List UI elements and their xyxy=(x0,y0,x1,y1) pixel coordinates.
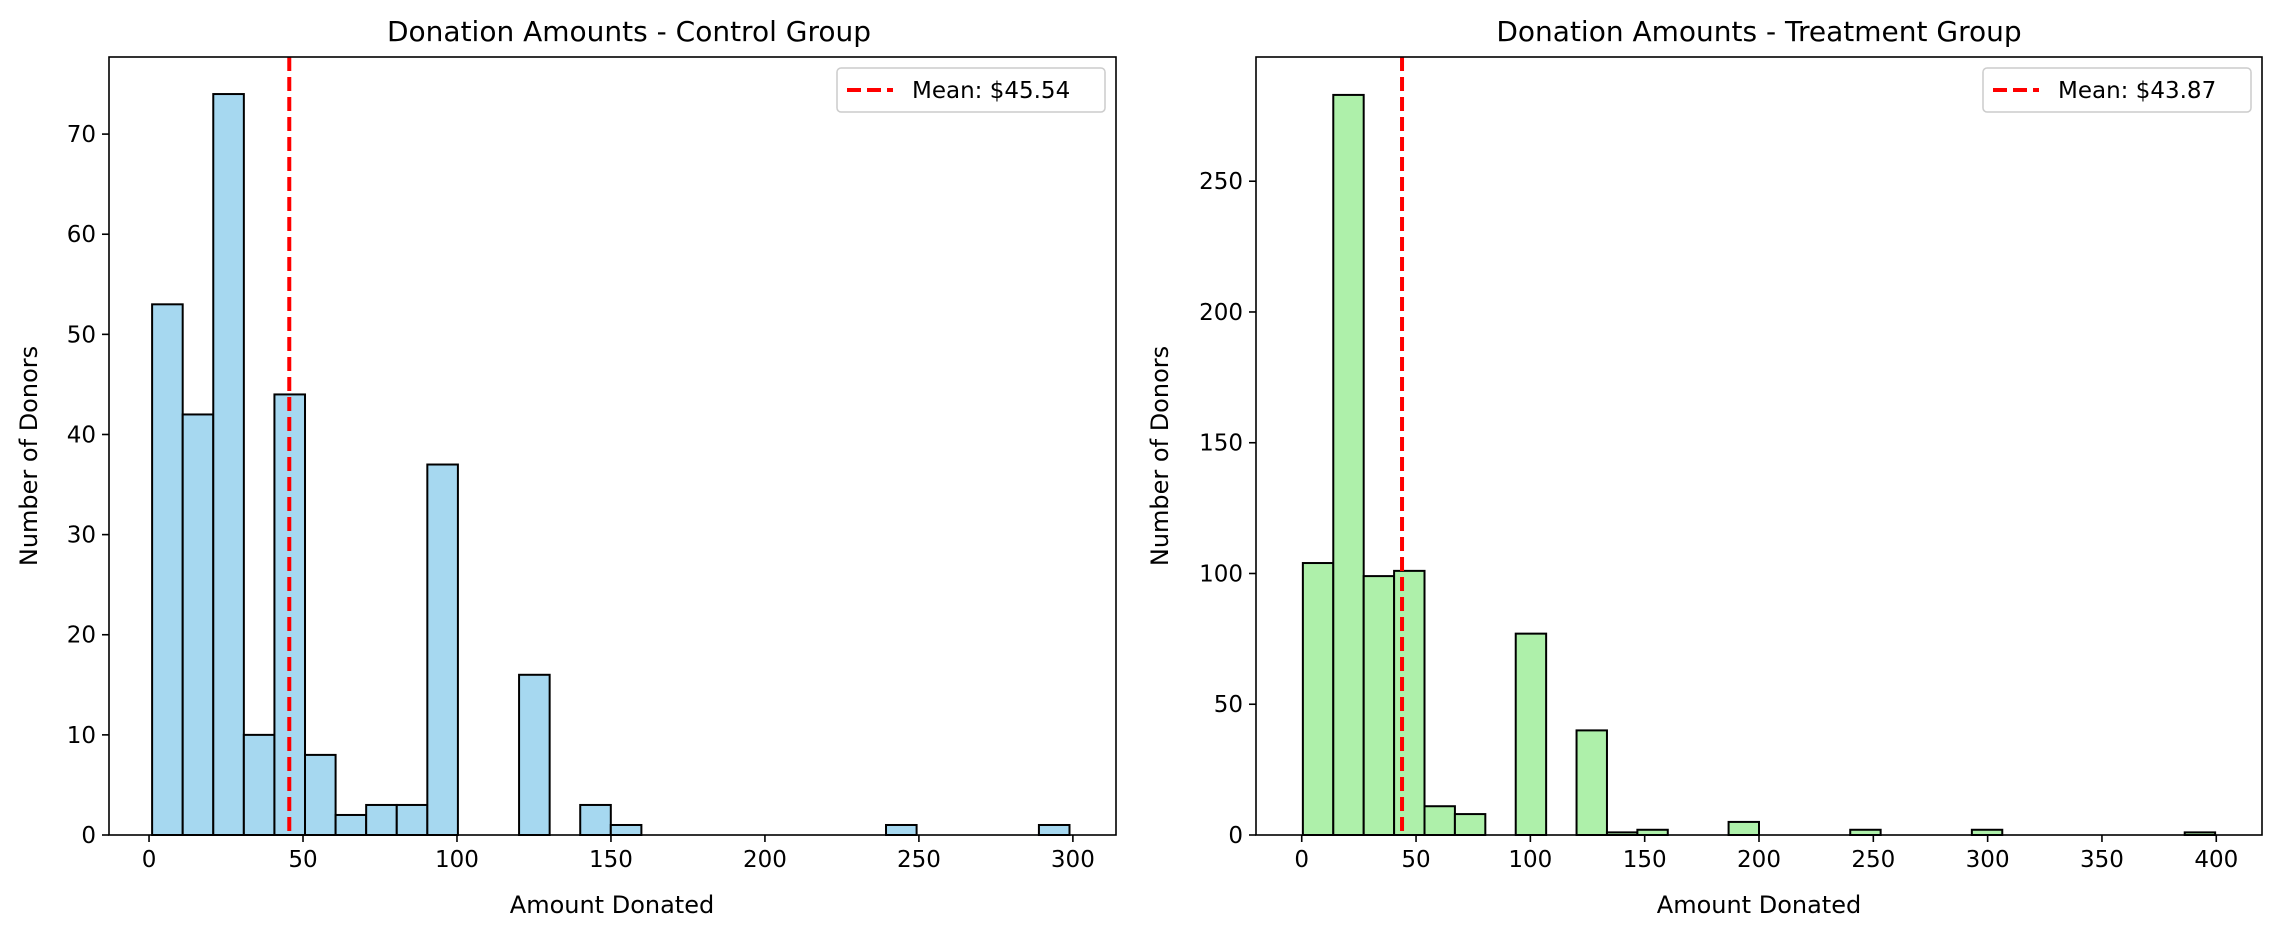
y-tick-label: 20 xyxy=(67,623,96,649)
y-tick-label: 50 xyxy=(67,322,96,348)
y-axis-label: Number of Donors xyxy=(15,346,43,566)
legend: Mean: $45.54 xyxy=(836,67,1106,113)
chart-title: Donation Amounts - Treatment Group xyxy=(1496,15,2021,48)
histogram-bar xyxy=(365,803,398,837)
histogram-bars xyxy=(151,93,1071,837)
y-tick-label: 70 xyxy=(67,122,96,148)
axis-ticks: 0 50 100 150 200 250 300 350 400 0 50 100 150 200 250 xyxy=(1199,169,2238,873)
x-tick-label: 250 xyxy=(1851,847,1895,873)
y-tick-label: 50 xyxy=(1214,692,1243,718)
histogram-bar xyxy=(1301,562,1335,837)
histogram-bar xyxy=(885,823,918,836)
x-axis-label: Amount Donated xyxy=(510,891,714,919)
y-tick-label: 60 xyxy=(67,222,96,248)
x-tick-label: 50 xyxy=(288,847,317,873)
y-tick-label: 200 xyxy=(1199,300,1243,326)
plot-frame xyxy=(1255,56,2263,836)
x-tick-label: 300 xyxy=(1051,847,1095,873)
histogram-bar xyxy=(1727,820,1760,836)
histogram-bar xyxy=(1575,729,1608,837)
x-tick-label: 200 xyxy=(1737,847,1781,873)
histogram-bar xyxy=(242,733,276,836)
histogram-bar xyxy=(1037,823,1071,836)
x-tick-label: 0 xyxy=(1294,847,1309,873)
histogram-bar xyxy=(395,803,429,837)
y-tick-label: 250 xyxy=(1199,169,1243,195)
histogram-bar xyxy=(1332,93,1365,837)
x-tick-label: 400 xyxy=(2194,847,2238,873)
legend-mean-label: Mean: $43.87 xyxy=(2058,78,2216,104)
x-tick-label: 250 xyxy=(897,847,941,873)
histogram-bar xyxy=(579,803,612,837)
treatment-group-chart: Donation Amounts - Treatment Group Amoun… xyxy=(1146,15,2263,919)
histogram-bar xyxy=(1514,632,1548,837)
histogram-bar xyxy=(1453,813,1487,837)
x-tick-label: 150 xyxy=(1623,847,1667,873)
x-tick-label: 50 xyxy=(1401,847,1430,873)
x-axis-label: Amount Donated xyxy=(1657,891,1861,919)
y-axis-label: Number of Donors xyxy=(1146,346,1174,566)
x-tick-label: 0 xyxy=(142,847,157,873)
histogram-bar xyxy=(426,463,459,836)
x-tick-label: 100 xyxy=(435,847,479,873)
control-group-chart: Donation Amounts - Control Group Amount … xyxy=(15,15,1117,919)
y-tick-label: 40 xyxy=(67,422,96,448)
axis-ticks: 0 50 100 150 200 250 300 0 10 20 30 40 50 60 70 xyxy=(67,122,1095,873)
chart-title: Donation Amounts - Control Group xyxy=(387,15,871,48)
x-tick-label: 300 xyxy=(1966,847,2010,873)
histogram-bar xyxy=(334,813,368,836)
x-tick-label: 150 xyxy=(589,847,633,873)
histogram-bar xyxy=(1362,575,1396,836)
histogram-bar xyxy=(518,673,551,836)
y-tick-label: 100 xyxy=(1199,561,1243,587)
histogram-bar xyxy=(1393,569,1426,836)
legend-box xyxy=(836,67,1106,113)
x-tick-label: 100 xyxy=(1508,847,1552,873)
plot-frame xyxy=(108,56,1117,836)
y-tick-label: 0 xyxy=(81,823,96,849)
y-tick-label: 0 xyxy=(1228,823,1243,849)
y-tick-label: 150 xyxy=(1199,431,1243,457)
y-tick-label: 30 xyxy=(67,523,96,549)
histogram-bar xyxy=(212,93,245,837)
legend-box xyxy=(1982,67,2252,113)
legend-mean-label: Mean: $45.54 xyxy=(912,78,1070,104)
histogram-bar xyxy=(1423,805,1456,836)
x-tick-label: 350 xyxy=(2080,847,2124,873)
histogram-bar xyxy=(304,753,337,837)
histogram-bar xyxy=(151,303,184,836)
y-tick-label: 10 xyxy=(67,723,96,749)
x-tick-label: 200 xyxy=(743,847,787,873)
legend: Mean: $43.87 xyxy=(1982,67,2252,113)
histogram-bar xyxy=(181,413,215,836)
histogram-bar xyxy=(609,823,643,836)
